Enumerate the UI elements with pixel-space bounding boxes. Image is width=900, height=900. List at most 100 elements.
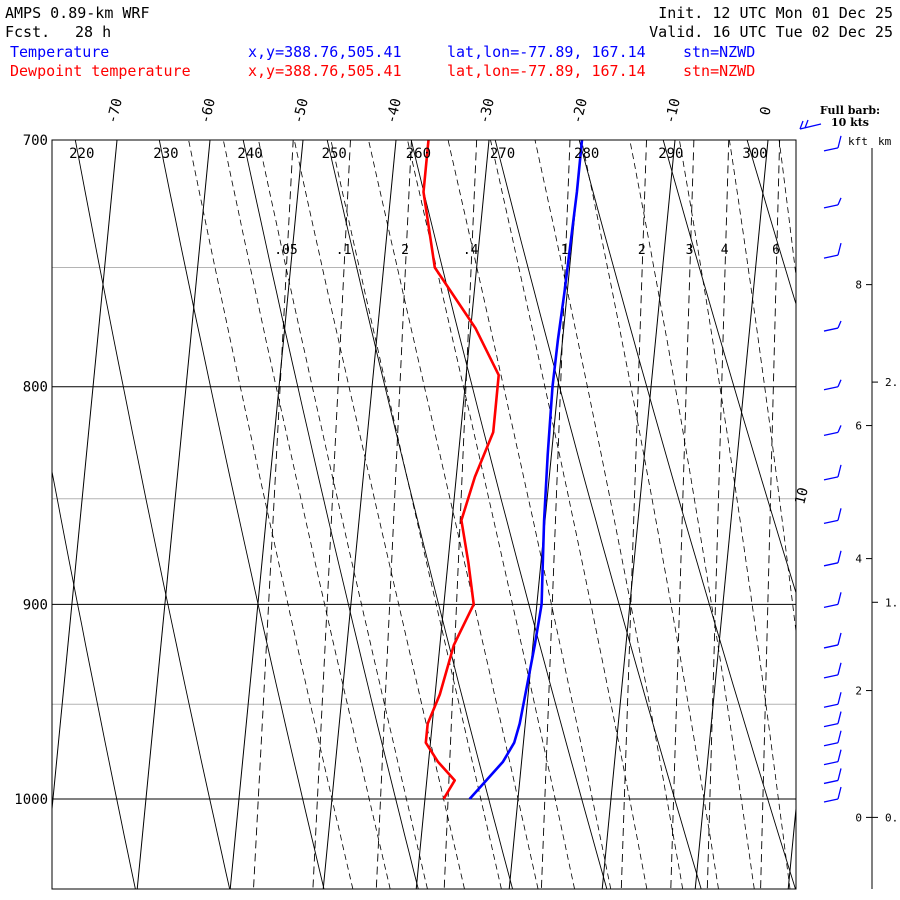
wind-barb-staff-6 bbox=[823, 476, 839, 481]
isotherm-20 bbox=[881, 113, 900, 889]
wind-barb-9 bbox=[823, 592, 842, 608]
wind-barb-staff-12 bbox=[823, 703, 839, 708]
theta-label-250: 250 bbox=[322, 146, 347, 162]
dry-adiabat-290 bbox=[662, 140, 796, 595]
wind-barb-11 bbox=[823, 662, 842, 679]
wind-barb-flag-1 bbox=[837, 197, 842, 206]
dewpoint-line bbox=[422, 140, 500, 800]
moist-adiabat--16 bbox=[407, 140, 575, 889]
wind-barb-flag-7 bbox=[837, 508, 842, 521]
pressure-label-1000: 1000 bbox=[14, 792, 48, 808]
temp-label-0: 0 bbox=[757, 105, 775, 117]
wind-barb-1 bbox=[823, 197, 842, 209]
isotherm-0 bbox=[694, 140, 769, 889]
barb-legend: Full barb: 10 kts bbox=[799, 104, 880, 130]
theta-label-300: 300 bbox=[742, 146, 767, 162]
isotherm--10 bbox=[601, 140, 676, 889]
mixing-label-1: .1 bbox=[336, 243, 352, 258]
wind-barb-staff-5 bbox=[823, 431, 839, 436]
dry-adiabat-200 bbox=[0, 113, 41, 889]
moist-adiabat-8 bbox=[678, 140, 791, 889]
wind-barb-staff-0 bbox=[823, 147, 839, 152]
mixing-line-5 bbox=[620, 140, 647, 889]
wind-barb-flag-5 bbox=[837, 425, 842, 433]
legend-temperature-latlon: lat,lon=-77.89, 167.14 bbox=[447, 43, 646, 61]
isotherms bbox=[0, 113, 900, 889]
wind-barb-staff-1 bbox=[823, 204, 839, 209]
mixing-label-7: 4 bbox=[721, 243, 729, 258]
wind-barb-staff-11 bbox=[823, 674, 839, 679]
temp-label--70: -70 bbox=[104, 97, 126, 125]
wind-barb-4 bbox=[823, 379, 842, 391]
barb-legend-line2: 10 kts bbox=[831, 116, 869, 129]
wind-barb-0 bbox=[823, 135, 842, 152]
wind-barb-15 bbox=[823, 749, 842, 766]
theta-label-280: 280 bbox=[574, 146, 599, 162]
wind-barb-flag-3 bbox=[837, 320, 842, 329]
wind-barb-flag-17 bbox=[837, 786, 842, 800]
wind-barb-5 bbox=[823, 425, 842, 436]
wind-barb-flag-10 bbox=[837, 632, 842, 646]
mixing-line-2 bbox=[375, 140, 412, 889]
theta-label-220: 220 bbox=[69, 146, 94, 162]
moist-adiabat-12 bbox=[728, 140, 796, 635]
dry-adiabat-310 bbox=[823, 113, 900, 889]
theta-label-260: 260 bbox=[406, 146, 431, 162]
moist-adiabat--24 bbox=[330, 140, 502, 889]
kft-tick-label-4: 4 bbox=[855, 553, 862, 566]
dry-adiabat-220 bbox=[74, 140, 231, 889]
moist-adiabat-0 bbox=[581, 140, 719, 889]
wind-barb-17 bbox=[823, 786, 842, 803]
moist-adiabat-20 bbox=[825, 113, 898, 889]
wind-barbs bbox=[823, 135, 842, 803]
temp-label--20: -20 bbox=[569, 97, 591, 125]
mixing-label-2: 2 bbox=[401, 243, 409, 258]
moist-adiabat--20 bbox=[368, 140, 539, 889]
kft-tick-label-0: 0 bbox=[855, 811, 862, 824]
mixing-line-0 bbox=[253, 140, 294, 889]
wind-barb-3 bbox=[823, 320, 842, 332]
temp-label--60: -60 bbox=[197, 97, 219, 125]
wind-barb-flag-8 bbox=[837, 550, 842, 563]
temperature-line bbox=[468, 140, 584, 800]
wind-barb-flag-2 bbox=[837, 242, 842, 256]
moist-adiabat-16 bbox=[778, 140, 796, 279]
moist-adiabats bbox=[188, 113, 898, 889]
wind-barb-staff-8 bbox=[823, 562, 839, 567]
barb-legend-flag bbox=[799, 120, 804, 130]
wind-barb-staff-15 bbox=[823, 761, 839, 766]
kft-tick-label-8: 8 bbox=[855, 279, 862, 292]
legend-dewpoint-latlon: lat,lon=-77.89, 167.14 bbox=[447, 62, 646, 80]
isotherm--80 bbox=[0, 113, 27, 889]
wind-barb-16 bbox=[823, 768, 842, 785]
wind-barb-flag-13 bbox=[837, 711, 842, 724]
isotherm--60 bbox=[136, 140, 211, 889]
legend-temperature-stn: stn=NZWD bbox=[683, 43, 755, 61]
legend-dewpoint-stn: stn=NZWD bbox=[683, 62, 755, 80]
wind-barb-7 bbox=[823, 508, 842, 524]
wind-barb-12 bbox=[823, 692, 842, 708]
plot-frame bbox=[51, 139, 797, 890]
wind-barb-6 bbox=[823, 464, 842, 481]
mixing-label-8: 6 bbox=[772, 243, 780, 258]
temp-label--50: -50 bbox=[290, 97, 312, 125]
legend-dewpoint-xy: x,y=388.76,505.41 bbox=[248, 62, 402, 80]
wind-barb-10 bbox=[823, 632, 842, 649]
legend-dewpoint: Dewpoint temperature x,y=388.76,505.41 l… bbox=[10, 62, 755, 80]
wind-barb-flag-15 bbox=[837, 749, 842, 762]
wind-barb-staff-2 bbox=[823, 254, 839, 259]
wind-barb-flag-0 bbox=[837, 135, 842, 149]
isotherm--30 bbox=[415, 140, 490, 889]
wind-barb-2 bbox=[823, 242, 842, 259]
isobars-major bbox=[52, 386, 796, 800]
legend-temperature-name: Temperature bbox=[10, 43, 109, 61]
wind-barb-staff-7 bbox=[823, 519, 839, 524]
dry-adiabat-210 bbox=[52, 469, 136, 889]
wind-barb-flag-12 bbox=[837, 692, 842, 705]
barb-legend-line1: Full barb: bbox=[820, 104, 880, 117]
wind-barb-flag-4 bbox=[837, 379, 842, 387]
temp-label--30: -30 bbox=[476, 97, 498, 125]
barb-legend-flag2 bbox=[804, 119, 809, 129]
wind-barb-13 bbox=[823, 711, 842, 728]
